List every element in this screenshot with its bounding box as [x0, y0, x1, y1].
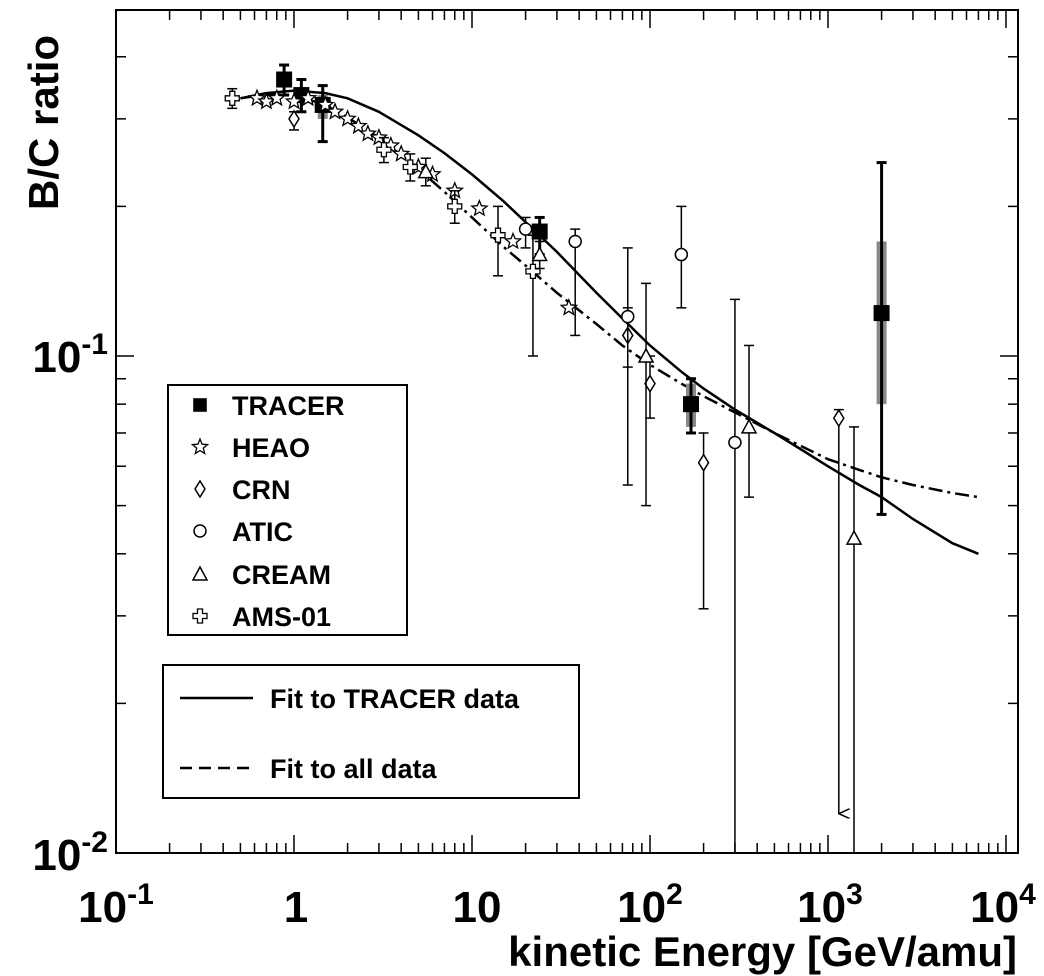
legend-marker-cream — [191, 565, 209, 581]
legend-label-crn: CRN — [232, 475, 291, 505]
cream-point — [845, 529, 863, 545]
ams01-point — [376, 142, 392, 158]
legend-label-cream: CREAM — [232, 560, 331, 590]
x-tick-label: 102 — [617, 878, 683, 932]
y-axis-title: B/C ratio — [20, 35, 67, 210]
heao-point — [298, 88, 318, 107]
heao-point — [247, 88, 267, 107]
legend-label-fit-all: Fit to all data — [270, 754, 437, 784]
cream-point — [417, 162, 435, 179]
heao-point — [358, 124, 378, 142]
legend-marker-crn — [194, 479, 206, 499]
x-tick-label: 103 — [797, 878, 863, 932]
atic-point — [621, 309, 635, 324]
tracer-point — [873, 305, 890, 322]
legend-label-ams01: AMS-01 — [232, 602, 331, 632]
heao-point — [284, 91, 304, 110]
atic-point — [568, 234, 582, 249]
ams01-point — [224, 90, 240, 106]
x-tick-label: 10-1 — [78, 878, 154, 932]
data-points — [224, 63, 890, 853]
heao-point — [349, 116, 368, 135]
crn-point — [832, 408, 845, 428]
legend-label-tracer: TRACER — [232, 391, 345, 421]
legend-label-fit-tracer: Fit to TRACER data — [270, 684, 520, 714]
cream-point — [531, 245, 548, 262]
tracer-point — [276, 71, 293, 88]
heao-point — [369, 127, 389, 146]
heao-point — [559, 298, 579, 316]
ams01-point — [402, 159, 418, 175]
heao-point — [325, 102, 345, 120]
legend-label-heao: HEAO — [232, 433, 310, 463]
heao-point — [503, 231, 523, 250]
heao-point — [391, 144, 411, 162]
ams01-point — [525, 263, 541, 280]
x-tick-label: 10 — [453, 883, 502, 932]
cream-point — [637, 347, 655, 363]
legend-marker-ams01 — [192, 608, 208, 624]
x-tick-label: 1 — [284, 883, 308, 932]
fit-legend-box — [162, 664, 580, 799]
atic-point — [728, 435, 742, 450]
atic-point — [518, 222, 533, 236]
ams01-point — [447, 198, 463, 215]
heao-point — [316, 95, 335, 113]
y-tick-label: 10-2 — [32, 826, 108, 880]
marker-legend-box — [167, 384, 408, 636]
legend-label-atic: ATIC — [232, 517, 293, 547]
legend-marker-tracer — [193, 398, 207, 412]
fit-legend: Fit to TRACER data Fit to all data — [162, 664, 580, 799]
heao-point — [338, 109, 357, 127]
x-axis-title: kinetic Energy [GeV/amu] — [508, 928, 1017, 975]
legend-marker-heao — [190, 437, 210, 455]
crn-point — [288, 109, 300, 129]
y-tick-label: 10-1 — [32, 328, 108, 382]
tracer-point — [531, 223, 548, 240]
heao-point — [267, 88, 287, 107]
marker-legend: TRACER HEAO CRN ATIC CREAM AMS-01 — [167, 384, 408, 636]
ams01-point — [490, 227, 506, 243]
cream-point — [740, 418, 758, 434]
x-tick-label: 104 — [970, 878, 1036, 932]
tracer-point — [683, 396, 700, 413]
heao-point — [470, 198, 489, 217]
legend-marker-atic — [193, 524, 207, 538]
crn-point — [697, 453, 710, 473]
plot-frame — [115, 9, 1019, 854]
atic-point — [674, 247, 689, 262]
